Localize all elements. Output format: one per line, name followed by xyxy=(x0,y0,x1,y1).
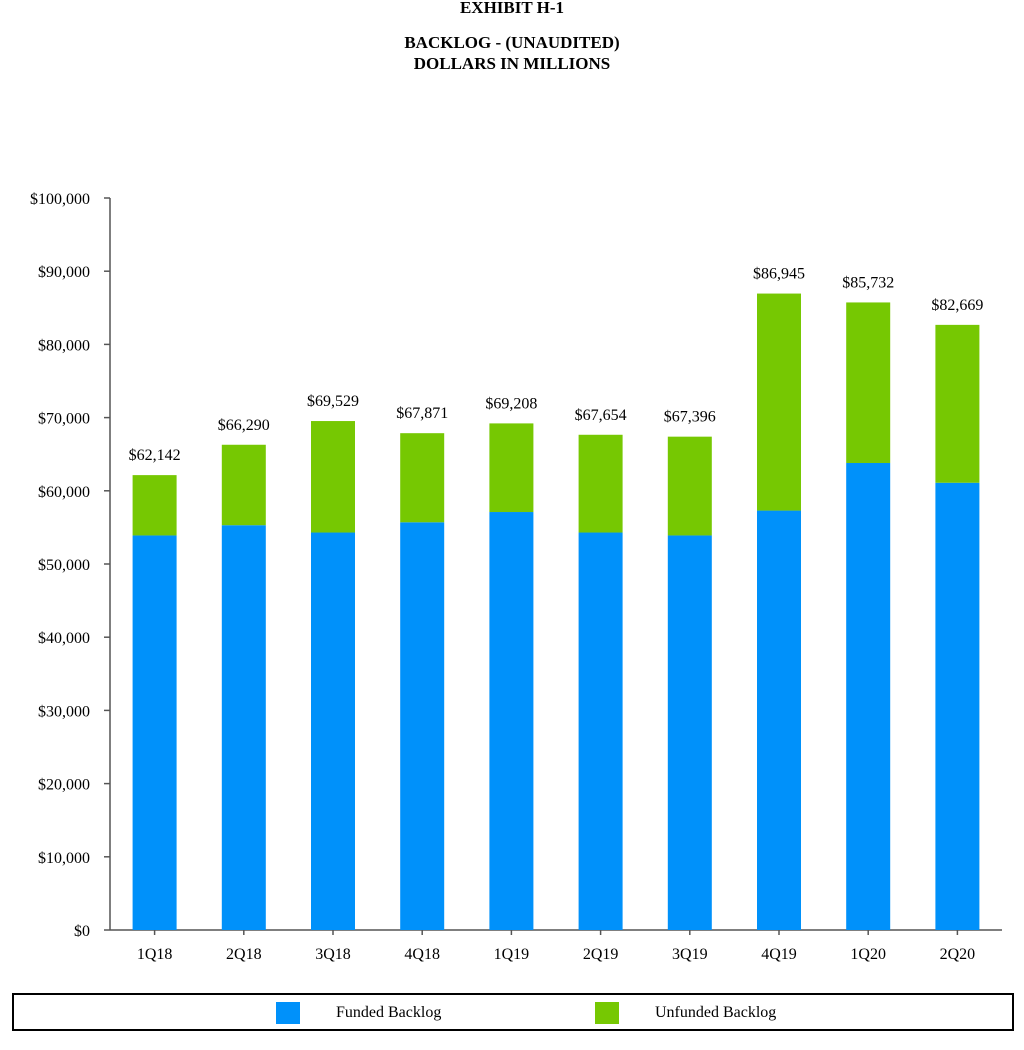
legend-label-funded: Funded Backlog xyxy=(336,1004,442,1021)
y-tick-label: $10,000 xyxy=(38,850,90,867)
x-tick-label: 3Q19 xyxy=(672,946,708,963)
bar-total-label: $62,142 xyxy=(129,447,181,464)
chart-legend: Funded Backlog Unfunded Backlog xyxy=(12,993,1014,1031)
y-tick-label: $20,000 xyxy=(38,777,90,794)
y-tick-label: $40,000 xyxy=(38,630,90,647)
bar-unfunded xyxy=(400,433,445,523)
bar-unfunded xyxy=(667,436,712,536)
bar-funded xyxy=(846,462,891,930)
chart-title: BACKLOG - (UNAUDITED) xyxy=(404,33,620,52)
bar-total-label: $85,732 xyxy=(842,274,894,291)
bar-funded xyxy=(667,535,712,930)
bar-total-label: $67,871 xyxy=(396,405,448,422)
bar-funded xyxy=(132,535,177,930)
bar-total-label: $82,669 xyxy=(931,297,983,314)
bar-funded xyxy=(311,532,355,930)
x-tick-label: 4Q19 xyxy=(761,946,797,963)
bar-funded xyxy=(757,510,801,930)
backlog-chart: $0 $10,000 $20,000 $30,000 $40,000 $50,000 $60… xyxy=(30,191,1002,963)
bar-funded xyxy=(578,532,623,930)
bar-funded xyxy=(935,482,980,930)
bar-unfunded xyxy=(935,324,980,483)
x-tick-label: 2Q20 xyxy=(940,946,976,963)
bar-total-label: $66,290 xyxy=(218,417,270,434)
y-tick-label: $100,000 xyxy=(30,191,90,208)
bar-unfunded xyxy=(578,434,623,533)
bar-funded xyxy=(221,525,266,930)
legend-label-unfunded: Unfunded Backlog xyxy=(655,1004,777,1021)
chart-subtitle: DOLLARS IN MILLIONS xyxy=(413,54,611,73)
x-tick-label: 2Q18 xyxy=(226,946,262,963)
bar-total-label: $69,529 xyxy=(307,393,359,410)
legend-swatch-funded xyxy=(276,1002,300,1024)
bar-funded xyxy=(400,522,445,930)
bar-unfunded xyxy=(489,423,534,513)
x-tick-label: 2Q19 xyxy=(583,946,619,963)
y-tick-label: $50,000 xyxy=(38,557,90,574)
y-tick-label: $90,000 xyxy=(38,264,90,281)
x-tick-label: 4Q18 xyxy=(404,946,440,963)
bar-unfunded xyxy=(757,293,801,511)
bar-unfunded xyxy=(311,421,355,533)
exhibit-label: EXHIBIT H-1 xyxy=(459,0,565,17)
legend-swatch-unfunded xyxy=(595,1002,619,1024)
bar-unfunded xyxy=(846,302,891,463)
bar-total-label: $69,208 xyxy=(485,395,537,412)
bar-total-label: $67,654 xyxy=(575,407,627,424)
x-tick-label: 1Q19 xyxy=(494,946,530,963)
bar-total-label: $86,945 xyxy=(753,266,805,283)
y-tick-label: $80,000 xyxy=(38,337,90,354)
x-tick-label: 1Q20 xyxy=(850,946,886,963)
bar-unfunded xyxy=(132,475,177,536)
bar-total-label: $67,396 xyxy=(664,409,716,426)
x-tick-label: 1Q18 xyxy=(137,946,173,963)
x-tick-label: 3Q18 xyxy=(315,946,351,963)
y-tick-label: $30,000 xyxy=(38,703,90,720)
bar-unfunded xyxy=(221,444,266,526)
y-tick-label: $70,000 xyxy=(38,411,90,428)
y-tick-label: $0 xyxy=(74,923,90,940)
bar-funded xyxy=(489,512,534,930)
y-tick-label: $60,000 xyxy=(38,484,90,501)
